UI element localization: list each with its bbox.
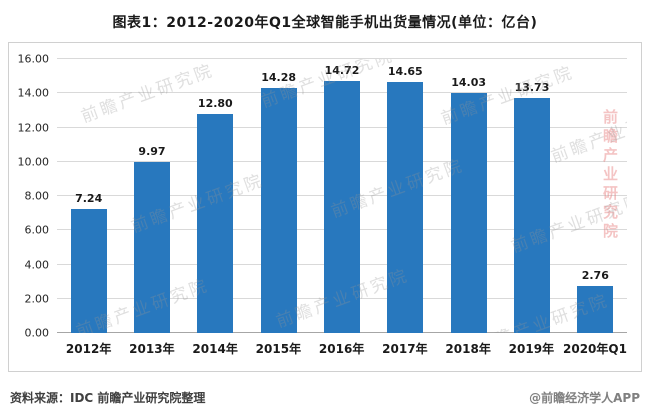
- y-axis: 0.00 2.00 4.00 6.00 8.00 10.00 12.00 14.00 16.00: [15, 53, 57, 340]
- bar-value-label: 9.97: [138, 145, 166, 159]
- x-tick-label: 2016年: [318, 342, 365, 356]
- bar-group: 7.24: [57, 59, 120, 333]
- bar-group: 14.72: [310, 59, 373, 333]
- bar: [387, 82, 424, 333]
- bar-value-label: 14.72: [324, 63, 360, 77]
- bar-value-label: 14.28: [261, 71, 297, 85]
- footer: 资料来源：IDC 前瞻产业研究院整理 @前瞻经济学人APP: [0, 384, 650, 410]
- bar-group: 14.28: [247, 59, 310, 333]
- y-tick-label: 6.00: [24, 223, 50, 237]
- bar-group: 14.03: [437, 59, 500, 333]
- bar: [450, 92, 487, 333]
- x-tick-label: 2014年: [192, 342, 238, 356]
- bar-value-label: 13.73: [514, 80, 550, 94]
- bar-value-label: 14.03: [451, 75, 487, 89]
- bar-value-label: 14.65: [387, 65, 423, 79]
- y-tick-label: 2.00: [24, 292, 50, 306]
- y-tick-label: 10.00: [17, 155, 50, 169]
- x-tick-label: 2019年: [508, 342, 555, 356]
- y-tick-label: 16.00: [17, 52, 50, 66]
- bar: [513, 97, 550, 333]
- bar-value-label: 2.76: [581, 268, 609, 282]
- y-axis-spacer: [15, 333, 57, 359]
- x-axis: 2012年 2013年 2014年 2015年 2016年 2017年 2018年 2019年…: [57, 333, 627, 359]
- bar: [260, 88, 297, 333]
- bar-group: 12.80: [184, 59, 247, 333]
- x-tick-label: 2020年Q1: [563, 342, 627, 356]
- y-tick-label: 12.00: [17, 121, 50, 134]
- y-tick-label: 0.00: [24, 326, 50, 340]
- bar-group: 14.65: [374, 59, 437, 333]
- bar: [577, 285, 614, 333]
- bar-group: 2.76: [564, 59, 627, 333]
- bar-group: 13.73: [500, 59, 563, 333]
- x-tick-label: 2013年: [129, 342, 175, 356]
- bars-layer: 7.24 9.97 12.80 14.28 14.72 14.65 14.03 13.73 2.…: [57, 59, 627, 333]
- y-tick-label: 8.00: [24, 189, 50, 203]
- bar-value-label: 7.24: [75, 192, 103, 206]
- chart-plot-container: 0.00 2.00 4.00 6.00 8.00 10.00 12.00 14.00 16.00…: [9, 43, 641, 371]
- bar: [323, 80, 360, 333]
- credit-note: @前瞻经济学人APP: [529, 390, 640, 405]
- source-note: 资料来源：IDC 前瞻产业研究院整理: [10, 390, 206, 405]
- bar: [70, 209, 107, 333]
- y-tick-label: 4.00: [24, 258, 50, 271]
- plot-area: 7.24 9.97 12.80 14.28 14.72 14.65 14.03 13.73 2.…: [57, 58, 627, 333]
- x-tick-label: 2017年: [382, 342, 428, 356]
- x-tick-label: 2018年: [445, 342, 491, 356]
- x-tick-label: 2015年: [255, 342, 302, 356]
- bar: [133, 162, 170, 333]
- gridline: [57, 58, 627, 59]
- page-title: 图表1：2012-2020年Q1全球智能手机出货量情况(单位：亿台): [112, 15, 538, 31]
- y-tick-label: 14.00: [17, 86, 50, 100]
- chart-frame: 0.00 2.00 4.00 6.00 8.00 10.00 12.00 14.00 16.00…: [8, 42, 642, 372]
- bar: [197, 113, 234, 333]
- bar-group: 9.97: [120, 59, 183, 333]
- bar-value-label: 12.80: [197, 96, 233, 110]
- x-tick-label: 2012年: [65, 342, 112, 356]
